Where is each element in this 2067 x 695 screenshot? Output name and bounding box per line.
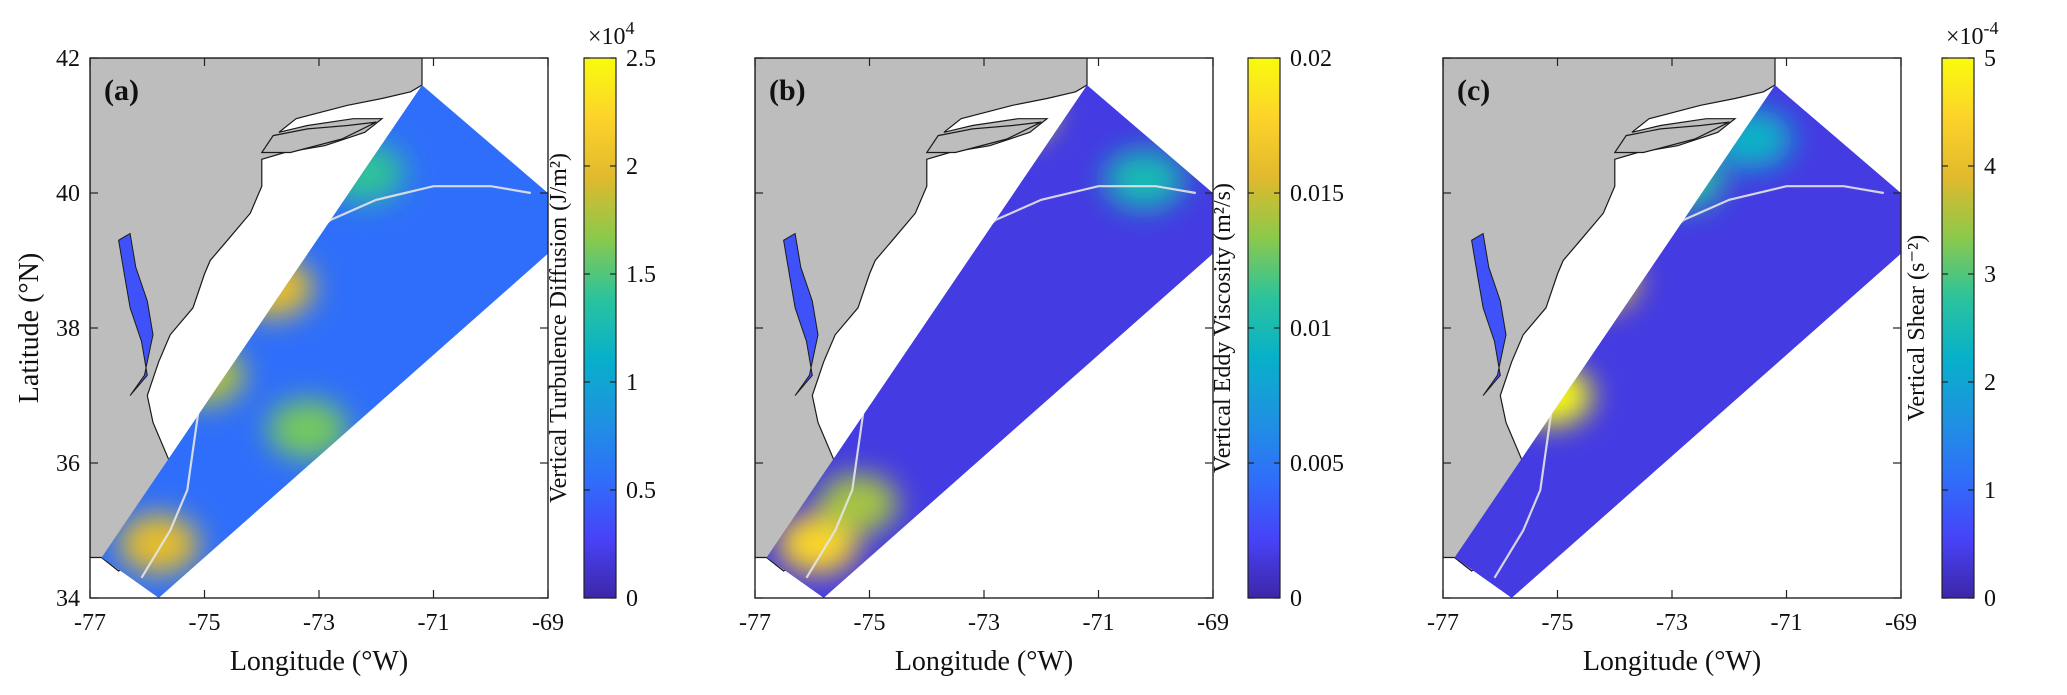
long-island	[1613, 121, 1730, 154]
x-axis-label: Longitude (°W)	[1583, 646, 1761, 677]
ocean-base	[1454, 85, 1901, 598]
x-tick-label: -77	[74, 610, 106, 636]
x-tick-label: -75	[1542, 610, 1574, 636]
multiplier-base: ×10	[1946, 24, 1984, 50]
x-tick-label: -69	[532, 610, 564, 636]
hotspot-2	[118, 514, 199, 574]
y-tick-label: 36	[56, 451, 80, 477]
long-island	[925, 121, 1042, 154]
x-tick-label: -77	[1427, 610, 1459, 636]
colorbar-tick-label: 0	[1984, 586, 1996, 612]
colorbar-tick-label: 1.5	[626, 262, 656, 288]
x-tick-label: -73	[303, 610, 335, 636]
colorbar-tick-label: 0.015	[1290, 181, 1344, 207]
y-tick-label: 38	[56, 316, 80, 342]
x-tick-label: -75	[854, 610, 886, 636]
x-tick-label: -71	[418, 610, 450, 636]
colorbar-tick-label: 1	[626, 370, 638, 396]
x-tick-label: -71	[1771, 610, 1803, 636]
map-panel-c: -77 -75 -73 -71 -69 Longitude (°W) (c)	[1427, 57, 1917, 677]
multiplier-exponent: 4	[626, 18, 635, 38]
colorbar-tick-label: 2	[626, 154, 638, 180]
panel-tag: (c)	[1457, 74, 1490, 107]
ocean-base	[766, 85, 1213, 598]
x-tick-label: -71	[1083, 610, 1115, 636]
colorbar-tick-label: 0.01	[1290, 316, 1332, 342]
colorbar-label: Vertical Shear (s⁻²)	[1904, 235, 1930, 421]
colorbar-tick-label: 4	[1984, 154, 1996, 180]
x-tick-label: -69	[1885, 610, 1917, 636]
x-tick-label: -69	[1197, 610, 1229, 636]
colorbar-tick-label: 1	[1984, 478, 1996, 504]
colorbar-tick-label: 0.5	[626, 478, 656, 504]
colorbar-tick-label: 0.02	[1290, 46, 1332, 72]
colorbar-tick-label: 2.5	[626, 46, 656, 72]
colorbar-tick-label: 2	[1984, 370, 1996, 396]
long-island	[260, 121, 377, 154]
x-tick-label: -73	[968, 610, 1000, 636]
colorbar-b: 0 0.005 0.01 0.015 0.02 Vertical Eddy Viscosi…	[1210, 46, 1344, 612]
x-tick-label: -73	[1656, 610, 1688, 636]
colorbar-label: Vertical Eddy Viscosity (m²/s)	[1210, 183, 1236, 473]
hotspot-4	[267, 399, 348, 460]
chesapeake-bay	[118, 232, 154, 396]
x-axis-label: Longitude (°W)	[230, 646, 408, 677]
x-tick-label: -75	[189, 610, 221, 636]
colorbar-c: 0 1 2 3 4 5×10-4 Vertical Shear (s⁻²)	[1904, 18, 1999, 612]
colorbar-tick-label: 5	[1984, 46, 1996, 72]
chesapeake-bay	[1471, 232, 1507, 396]
y-tick-label: 42	[56, 46, 80, 72]
y-axis-label: Latitude (°N)	[14, 253, 45, 403]
map-panel-a: -77 -75 -73 -71 -69 Longitude (°W) 34 36 38 40 42 L…	[14, 46, 564, 677]
y-tick-label: 40	[56, 181, 80, 207]
chesapeake-bay	[783, 232, 819, 396]
y-tick-label: 34	[56, 586, 80, 612]
map-panel-b: -77 -75 -73 -71 -69 Longitude (°W) (b)	[739, 57, 1229, 677]
x-axis-label: Longitude (°W)	[895, 646, 1073, 677]
ocean-base	[101, 85, 548, 598]
multiplier-base: ×10	[588, 24, 626, 50]
x-tick-label: -77	[739, 610, 771, 636]
colorbar-multiplier: ×104	[588, 18, 635, 50]
colorbar-gradient	[1941, 57, 1975, 599]
colorbar-tick-label: 0	[1290, 586, 1302, 612]
hotspot-2	[818, 473, 899, 534]
colorbar-label: Vertical Turbulence Diffusion (J/m²)	[546, 153, 572, 503]
multiplier-exponent: -4	[1984, 18, 1999, 38]
panel-tag: (a)	[104, 74, 139, 107]
colorbar-a: 0 0.5 1 1.5 2 2.5×104 Vertical Turbulence Diff…	[546, 18, 656, 612]
colorbar-tick-label: 0.005	[1290, 451, 1344, 477]
colorbar-gradient	[583, 57, 617, 599]
panel-tag: (b)	[769, 74, 806, 107]
colorbar-tick-label: 3	[1984, 262, 1996, 288]
hotspot-4	[1104, 149, 1185, 210]
colorbar-tick-label: 0	[626, 586, 638, 612]
colorbar-multiplier: ×10-4	[1946, 18, 1999, 50]
